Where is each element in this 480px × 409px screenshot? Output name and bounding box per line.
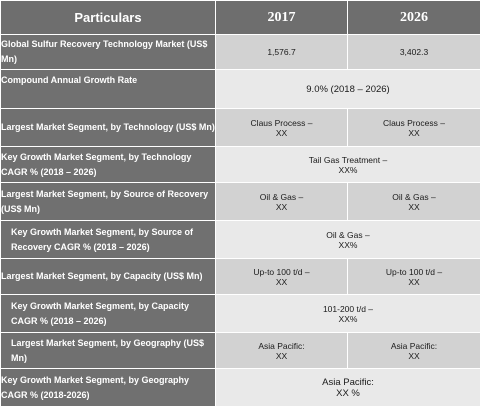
value-line: XX bbox=[408, 350, 420, 361]
value-2026: Up-to 100 t/d – XX bbox=[347, 258, 480, 295]
value-line: XX% bbox=[338, 313, 358, 324]
value-line: Tail Gas Treatment – bbox=[308, 154, 388, 165]
row-label: Key Growth Market Segment, by Capacity C… bbox=[0, 294, 216, 333]
row-label: Largest Market Segment, by Source of Rec… bbox=[0, 182, 216, 221]
table-row: Key Growth Market Segment, by Technology… bbox=[0, 146, 480, 183]
row-label: Largest Market Segment, by Technology (U… bbox=[0, 108, 216, 147]
header-row: Particulars 2017 2026 bbox=[0, 0, 480, 35]
row-label: Largest Market Segment, by Geography (US… bbox=[0, 332, 216, 369]
merged-value: Tail Gas Treatment – XX% bbox=[215, 146, 480, 183]
value-2017: Up-to 100 t/d – XX bbox=[215, 258, 348, 295]
value-line: XX% bbox=[338, 239, 358, 250]
merged-value: Asia Pacific: XX % bbox=[215, 368, 480, 407]
value-2026: Oil & Gas – XX bbox=[347, 182, 480, 221]
table-row: Largest Market Segment, by Geography (US… bbox=[0, 332, 480, 369]
value-line: XX % bbox=[336, 387, 360, 399]
value-2017: 1,576.7 bbox=[215, 34, 348, 70]
row-label: Largest Market Segment, by Capacity (US$… bbox=[0, 258, 216, 295]
year-2026-header: 2026 bbox=[347, 0, 480, 35]
value-2017: Oil & Gas – XX bbox=[215, 182, 348, 221]
row-label: Key Growth Market Segment, by Geography … bbox=[0, 368, 216, 407]
value-line: XX bbox=[408, 276, 420, 287]
value-line: Asia Pacific: bbox=[258, 340, 305, 351]
merged-value: 9.0% (2018 – 2026) bbox=[215, 69, 480, 109]
value-line: XX bbox=[408, 127, 420, 138]
year-2017-header: 2017 bbox=[215, 0, 348, 35]
row-label: Key Growth Market Segment, by Source of … bbox=[0, 220, 216, 259]
row-label: Compound Annual Growth Rate bbox=[0, 69, 216, 109]
value-line: Asia Pacific: bbox=[390, 340, 438, 351]
value-line: Oil & Gas – bbox=[392, 191, 436, 202]
value-line: 101-200 t/d – bbox=[322, 303, 374, 314]
value-2026: Asia Pacific: XX bbox=[347, 332, 480, 369]
particulars-header: Particulars bbox=[0, 0, 216, 35]
row-label: Key Growth Market Segment, by Technology… bbox=[0, 146, 216, 183]
value-line: Up-to 100 t/d – bbox=[253, 266, 310, 277]
value-line: XX bbox=[275, 276, 288, 287]
table-row: Key Growth Market Segment, by Capacity C… bbox=[0, 294, 480, 333]
value-line: XX bbox=[275, 127, 288, 138]
value-line: XX bbox=[275, 350, 288, 361]
table-row: Compound Annual Growth Rate 9.0% (2018 –… bbox=[0, 69, 480, 109]
table-row: Key Growth Market Segment, by Source of … bbox=[0, 220, 480, 259]
value-2017: Asia Pacific: XX bbox=[215, 332, 348, 369]
value-line: Oil & Gas – bbox=[259, 191, 304, 202]
value-2017: Claus Process – XX bbox=[215, 108, 348, 147]
value-2026: 3,402.3 bbox=[347, 34, 480, 70]
table-row: Global Sulfur Recovery Technology Market… bbox=[0, 34, 480, 70]
table-row: Key Growth Market Segment, by Geography … bbox=[0, 368, 480, 407]
table-row: Largest Market Segment, by Capacity (US$… bbox=[0, 258, 480, 295]
value-line: Asia Pacific: bbox=[322, 376, 374, 388]
value-line: Claus Process – bbox=[250, 117, 313, 128]
table-row: Largest Market Segment, by Source of Rec… bbox=[0, 182, 480, 221]
value-line: XX bbox=[275, 201, 288, 212]
value-line: XX bbox=[408, 201, 420, 212]
row-label: Global Sulfur Recovery Technology Market… bbox=[0, 34, 216, 70]
table-row: Largest Market Segment, by Technology (U… bbox=[0, 108, 480, 147]
merged-value: 101-200 t/d – XX% bbox=[215, 294, 480, 333]
value-line: XX% bbox=[338, 164, 358, 175]
value-line: Oil & Gas – bbox=[326, 229, 370, 240]
merged-value: Oil & Gas – XX% bbox=[215, 220, 480, 259]
value-2026: Claus Process – XX bbox=[347, 108, 480, 147]
value-line: Up-to 100 t/d – bbox=[385, 266, 443, 277]
value-line: Claus Process – bbox=[383, 117, 445, 128]
